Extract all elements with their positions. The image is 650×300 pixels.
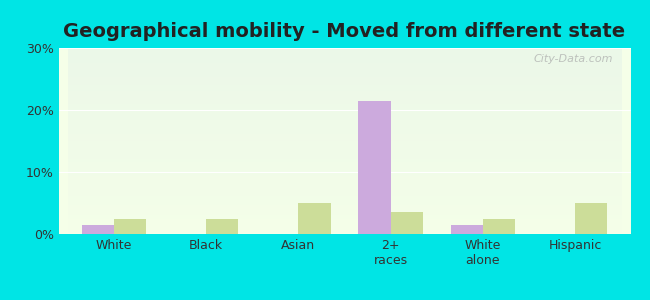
Title: Geographical mobility - Moved from different state: Geographical mobility - Moved from diffe…	[64, 22, 625, 41]
Bar	[575, 203, 608, 234]
Bar	[81, 225, 114, 234]
Bar	[450, 225, 483, 234]
Bar	[483, 218, 515, 234]
Bar	[114, 218, 146, 234]
Text: City-Data.com: City-Data.com	[534, 54, 614, 64]
Bar	[391, 212, 423, 234]
Bar	[298, 203, 331, 234]
Bar	[358, 101, 391, 234]
Bar	[206, 218, 239, 234]
